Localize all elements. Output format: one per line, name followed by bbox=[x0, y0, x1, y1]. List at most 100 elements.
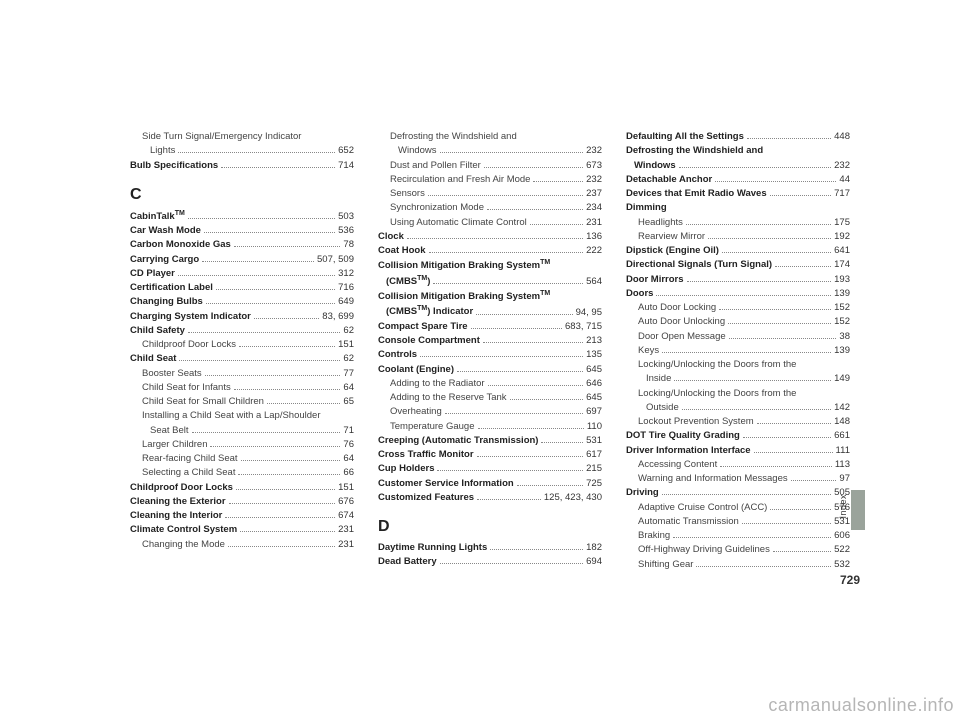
index-page-ref: 606 bbox=[834, 529, 850, 543]
index-entry: Changing Bulbs649 bbox=[130, 295, 354, 309]
index-entry: Coolant (Engine)645 bbox=[378, 363, 602, 377]
index-entry: Inside149 bbox=[626, 372, 850, 386]
index-label: Off-Highway Driving Guidelines bbox=[626, 543, 770, 557]
index-page-ref: 192 bbox=[834, 230, 850, 244]
index-label: Windows bbox=[378, 144, 437, 158]
index-entry: Recirculation and Fresh Air Mode232 bbox=[378, 173, 602, 187]
index-entry: Doors139 bbox=[626, 287, 850, 301]
leader-dots bbox=[682, 409, 831, 410]
index-page-ref: 448 bbox=[834, 130, 850, 144]
leader-dots bbox=[541, 442, 583, 443]
index-entry: Booster Seats77 bbox=[130, 367, 354, 381]
leader-dots bbox=[204, 232, 335, 233]
leader-dots bbox=[656, 295, 831, 296]
index-label: Compact Spare Tire bbox=[378, 320, 468, 334]
leader-dots bbox=[216, 289, 335, 290]
index-label: Customized Features bbox=[378, 491, 474, 505]
index-label: Climate Control System bbox=[130, 523, 237, 537]
section-letter: D bbox=[378, 515, 602, 539]
watermark: carmanualsonline.info bbox=[768, 695, 954, 716]
index-label: (CMBSTM) bbox=[378, 274, 430, 289]
leader-dots bbox=[510, 399, 584, 400]
index-label: Locking/Unlocking the Doors from the bbox=[626, 387, 796, 401]
index-entry: Dust and Pollen Filter673 bbox=[378, 159, 602, 173]
index-entry: Windows232 bbox=[626, 159, 850, 173]
index-entry: Certification Label716 bbox=[130, 281, 354, 295]
index-entry: Child Seat62 bbox=[130, 352, 354, 366]
index-page-ref: 716 bbox=[338, 281, 354, 295]
index-page-ref: 531 bbox=[586, 434, 602, 448]
index-page-ref: 232 bbox=[834, 159, 850, 173]
index-label: Dipstick (Engine Oil) bbox=[626, 244, 719, 258]
leader-dots bbox=[205, 375, 341, 376]
index-label: Cleaning the Interior bbox=[130, 509, 222, 523]
leader-dots bbox=[229, 503, 336, 504]
index-label: Controls bbox=[378, 348, 417, 362]
index-page-ref: 536 bbox=[338, 224, 354, 238]
index-page-ref: 77 bbox=[343, 367, 354, 381]
leader-dots bbox=[445, 413, 583, 414]
leader-dots bbox=[238, 474, 340, 475]
index-page-ref: 175 bbox=[834, 216, 850, 230]
leader-dots bbox=[188, 218, 335, 219]
index-entry: Child Safety 62 bbox=[130, 324, 354, 338]
index-entry: Adaptive Cruise Control (ACC)576 bbox=[626, 501, 850, 515]
index-label: Changing the Mode bbox=[130, 538, 225, 552]
index-entry: Seat Belt71 bbox=[130, 424, 354, 438]
index-label: Using Automatic Climate Control bbox=[378, 216, 527, 230]
index-label: Cleaning the Exterior bbox=[130, 495, 226, 509]
leader-dots bbox=[757, 423, 831, 424]
leader-dots bbox=[210, 446, 340, 447]
leader-dots bbox=[476, 314, 572, 315]
index-entry: Controls135 bbox=[378, 348, 602, 362]
leader-dots bbox=[241, 460, 341, 461]
index-label: Auto Door Locking bbox=[626, 301, 716, 315]
index-entry: Lights652 bbox=[130, 144, 354, 158]
index-entry: Driving505 bbox=[626, 486, 850, 500]
index-entry: Auto Door Locking152 bbox=[626, 301, 850, 315]
index-entry: Coat Hook222 bbox=[378, 244, 602, 258]
leader-dots bbox=[754, 452, 833, 453]
index-page-ref: 503 bbox=[338, 210, 354, 224]
index-page-ref: 674 bbox=[338, 509, 354, 523]
leader-dots bbox=[178, 275, 335, 276]
index-entry: (CMBSTM) Indicator94, 95 bbox=[378, 304, 602, 319]
leader-dots bbox=[225, 517, 335, 518]
leader-dots bbox=[687, 281, 832, 282]
leader-dots bbox=[662, 352, 831, 353]
index-page-ref: 62 bbox=[343, 324, 354, 338]
index-label: Child Seat for Small Children bbox=[130, 395, 264, 409]
index-entry: Defrosting the Windshield and bbox=[378, 130, 602, 144]
index-page-ref: 78 bbox=[343, 238, 354, 252]
index-entry: Door Open Message38 bbox=[626, 330, 850, 344]
index-entry: Child Seat for Infants64 bbox=[130, 381, 354, 395]
index-label: Child Safety bbox=[130, 324, 185, 338]
index-label: Devices that Emit Radio Waves bbox=[626, 187, 767, 201]
index-page-ref: 694 bbox=[586, 555, 602, 569]
index-label: Automatic Transmission bbox=[626, 515, 739, 529]
index-label: Driving bbox=[626, 486, 659, 500]
index-entry: Off-Highway Driving Guidelines522 bbox=[626, 543, 850, 557]
index-page-ref: 641 bbox=[834, 244, 850, 258]
index-page-ref: 71 bbox=[343, 424, 354, 438]
index-label: Coolant (Engine) bbox=[378, 363, 454, 377]
leader-dots bbox=[488, 385, 584, 386]
index-page-ref: 97 bbox=[839, 472, 850, 486]
index-label: Headlights bbox=[626, 216, 683, 230]
index-label: Inside bbox=[626, 372, 671, 386]
index-entry: Child Seat for Small Children65 bbox=[130, 395, 354, 409]
index-entry: Childproof Door Locks151 bbox=[130, 481, 354, 495]
index-page-ref: 139 bbox=[834, 344, 850, 358]
leader-dots bbox=[708, 238, 831, 239]
index-entry: Dead Battery694 bbox=[378, 555, 602, 569]
index-label: Lights bbox=[130, 144, 175, 158]
index-entry: Adding to the Radiator646 bbox=[378, 377, 602, 391]
leader-dots bbox=[477, 499, 541, 500]
leader-dots bbox=[234, 246, 341, 247]
index-page-ref: 234 bbox=[586, 201, 602, 215]
index-page-ref: 151 bbox=[338, 338, 354, 352]
index-entry: Cleaning the Exterior676 bbox=[130, 495, 354, 509]
index-page-ref: 717 bbox=[834, 187, 850, 201]
index-label: Car Wash Mode bbox=[130, 224, 201, 238]
leader-dots bbox=[478, 428, 584, 429]
